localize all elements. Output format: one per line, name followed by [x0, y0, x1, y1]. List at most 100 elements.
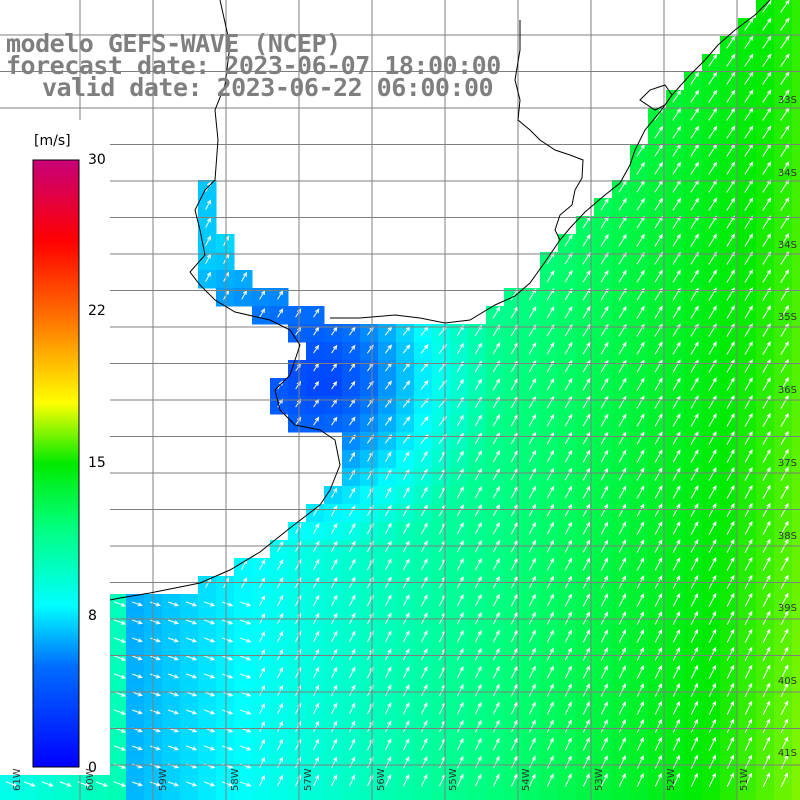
- wind-arrow: [618, 665, 626, 679]
- wind-speed-cell: [504, 792, 523, 800]
- wind-arrow: [168, 691, 180, 697]
- coastline-interior: [514, 20, 584, 241]
- wind-arrow: [132, 655, 143, 661]
- wind-arrow: [780, 664, 789, 680]
- wind-arrow: [564, 270, 573, 283]
- lon-label-53w: 53W: [594, 768, 605, 791]
- wind-arrow: [672, 557, 681, 571]
- wind-arrow: [582, 665, 590, 679]
- wind-speed-cell: [558, 792, 577, 800]
- wind-arrow: [780, 520, 789, 535]
- wind-arrow: [313, 720, 320, 733]
- wind-arrow: [528, 521, 536, 535]
- wind-arrow: [239, 709, 252, 715]
- wind-arrow: [546, 755, 554, 769]
- wind-arrow: [654, 341, 663, 355]
- wind-arrow: [331, 756, 338, 769]
- wind-arrow: [780, 646, 789, 662]
- wind-arrow: [564, 341, 573, 355]
- wind-arrow: [313, 774, 320, 787]
- wind-arrow: [492, 737, 500, 751]
- wind-arrow: [762, 125, 772, 139]
- wind-speed-cell: [234, 792, 253, 800]
- wind-arrow: [492, 504, 500, 517]
- wind-arrow: [582, 467, 591, 481]
- wind-arrow: [221, 673, 234, 679]
- wind-speed-cell: [54, 792, 73, 800]
- wind-arrow: [708, 592, 717, 607]
- wind-arrow: [636, 701, 644, 715]
- wind-arrow: [546, 593, 554, 607]
- wind-arrow: [726, 628, 735, 643]
- wind-arrow: [295, 702, 302, 715]
- wind-speed-cell: [252, 792, 271, 800]
- wind-arrow: [331, 326, 338, 336]
- wind-arrow: [510, 521, 518, 535]
- wind-arrow: [600, 773, 608, 787]
- wind-arrow: [708, 431, 717, 445]
- wind-arrow: [402, 522, 410, 535]
- wind-arrow: [600, 305, 609, 319]
- wind-arrow: [221, 781, 234, 787]
- wind-speed-cell: [792, 126, 800, 145]
- wind-arrow: [259, 630, 266, 643]
- wind-arrow: [420, 558, 428, 571]
- wind-arrow: [331, 666, 338, 679]
- wind-arrow: [726, 413, 735, 427]
- wind-arrow: [654, 431, 663, 445]
- wind-arrow: [762, 394, 771, 409]
- wind-arrow: [420, 594, 428, 607]
- wind-arrow: [744, 125, 754, 139]
- wind-arrow: [510, 467, 519, 481]
- wind-arrow: [221, 709, 234, 715]
- wind-arrow: [349, 756, 356, 769]
- wind-arrow: [762, 484, 771, 499]
- wind-arrow: [672, 377, 681, 391]
- wind-arrow: [546, 737, 554, 751]
- wind-arrow: [259, 594, 266, 607]
- lon-label-56w: 56W: [376, 768, 387, 791]
- wind-arrow: [331, 558, 338, 571]
- wind-arrow: [600, 719, 608, 733]
- wind-arrow: [654, 700, 662, 715]
- wind-arrow: [277, 540, 284, 553]
- wind-arrow: [385, 666, 392, 679]
- wind-arrow: [672, 413, 681, 427]
- wind-arrow: [313, 326, 320, 336]
- wind-arrow: [277, 594, 284, 607]
- wind-arrow: [349, 594, 356, 607]
- wind-arrow: [672, 305, 681, 319]
- wind-arrow: [331, 540, 338, 553]
- wind-arrow: [654, 718, 662, 733]
- wind-arrow: [582, 395, 591, 409]
- wind-arrow: [474, 414, 482, 427]
- wind-arrow: [744, 736, 753, 751]
- wind-arrow: [726, 520, 735, 535]
- wind-arrow: [150, 673, 161, 679]
- wind-arrow: [546, 306, 555, 319]
- wind-arrow: [744, 430, 753, 445]
- wind-arrow: [582, 683, 590, 697]
- wind-arrow: [456, 450, 464, 463]
- wind-arrow: [654, 449, 663, 463]
- wind-arrow: [708, 503, 717, 517]
- wind-arrow: [528, 503, 536, 517]
- wind-arrow: [672, 467, 681, 481]
- wind-arrow: [744, 197, 754, 211]
- wind-arrow: [132, 691, 143, 697]
- wind-arrow: [690, 125, 700, 139]
- wind-arrow: [636, 305, 645, 319]
- wind-arrow: [564, 521, 573, 535]
- wind-arrow: [150, 619, 161, 625]
- wind-arrow: [403, 756, 410, 769]
- wind-speed-cell: [792, 738, 800, 757]
- wind-speed-cell: [774, 792, 793, 800]
- wind-arrow: [168, 637, 180, 643]
- wind-arrow: [420, 522, 428, 535]
- wind-arrow: [780, 17, 790, 31]
- wind-speed-cell: [522, 792, 541, 800]
- wind-arrow: [528, 593, 536, 607]
- wind-arrow: [203, 709, 216, 715]
- wind-arrow: [510, 683, 518, 697]
